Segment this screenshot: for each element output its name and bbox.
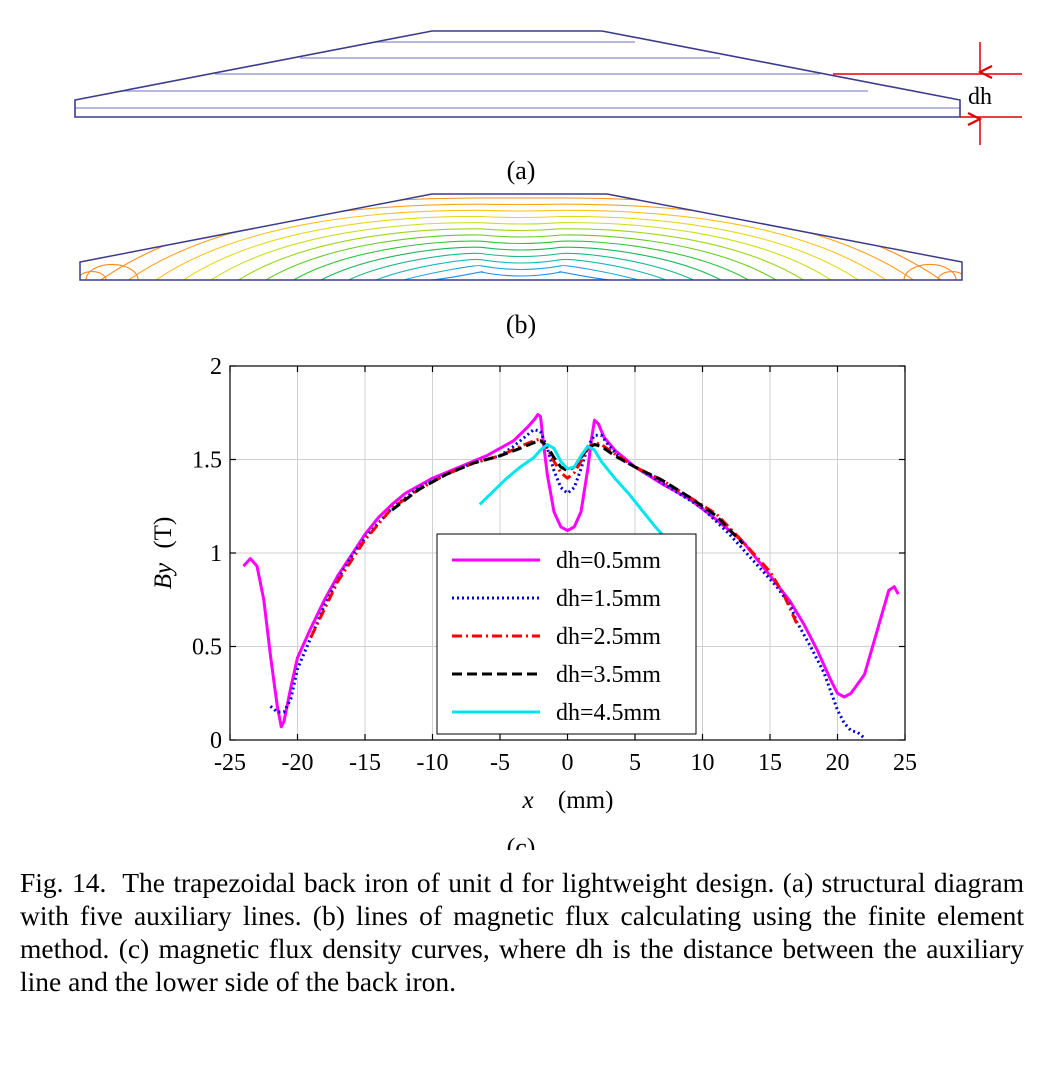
flux-contour bbox=[375, 258, 667, 280]
flux-corner-loop bbox=[80, 271, 107, 280]
legend-label-2: dh=1.5mm bbox=[556, 586, 661, 612]
x-tick-label: 0 bbox=[562, 750, 574, 776]
flux-contour-lines bbox=[80, 197, 962, 280]
y-axis-variable: By bbox=[150, 562, 177, 589]
x-tick-label: -5 bbox=[490, 750, 510, 776]
legend: dh=0.5mm dh=1.5mm dh=2.5mm dh=3.5mm dh=4.5mm bbox=[436, 533, 697, 735]
figure-caption: Fig. 14. The trapezoidal back iron of un… bbox=[20, 866, 1024, 998]
svg-text:x (mm): x (mm) bbox=[522, 787, 614, 814]
figure-number: Fig. 14. bbox=[20, 867, 107, 898]
flux-corner-loop bbox=[85, 263, 139, 280]
y-tick-label: 1.5 bbox=[192, 448, 222, 474]
flux-contour bbox=[430, 271, 612, 280]
x-tick-label: -25 bbox=[214, 750, 246, 776]
flux-contour bbox=[100, 197, 942, 280]
series-line-4 bbox=[391, 439, 745, 545]
caption-text: The trapezoidal back iron of unit d for … bbox=[20, 867, 1024, 997]
y-axis-label: By (T) bbox=[150, 517, 177, 590]
dh-dimension bbox=[833, 42, 1022, 145]
x-tick-label: 5 bbox=[629, 750, 641, 776]
flux-corner-loop bbox=[903, 263, 957, 280]
dh-dimension-label: dh bbox=[968, 84, 992, 110]
flux-contour bbox=[403, 265, 639, 280]
legend-label-3: dh=2.5mm bbox=[556, 624, 661, 650]
y-axis-unit: (T) bbox=[150, 517, 177, 549]
y-tick-label: 2 bbox=[210, 354, 222, 380]
flux-contour bbox=[155, 209, 887, 280]
svg-text:By (T): By (T) bbox=[150, 517, 177, 590]
x-axis-label: x (mm) bbox=[522, 787, 614, 814]
flux-contour bbox=[210, 222, 832, 280]
panel-b-label: (b) bbox=[506, 310, 536, 339]
x-tick-label: 20 bbox=[826, 750, 850, 776]
legend-label-1: dh=0.5mm bbox=[556, 548, 661, 574]
flux-contour bbox=[320, 246, 722, 280]
panel-a-label: (a) bbox=[507, 156, 536, 185]
y-tick-label: 0 bbox=[210, 728, 222, 754]
x-axis-unit: (mm) bbox=[558, 787, 614, 814]
panel-b-flux-plot bbox=[79, 193, 963, 281]
chart-series bbox=[242, 413, 900, 740]
legend-label-4: dh=3.5mm bbox=[556, 662, 661, 688]
legend-label-5: dh=4.5mm bbox=[556, 700, 661, 726]
series-line-5 bbox=[478, 443, 664, 536]
flux-contour bbox=[238, 228, 804, 280]
y-tick-label: 1 bbox=[210, 541, 222, 567]
flux-contour bbox=[348, 252, 694, 280]
flux-contour bbox=[293, 240, 749, 280]
x-tick-label: -10 bbox=[417, 750, 449, 776]
x-tick-label: 15 bbox=[758, 750, 782, 776]
flux-domain-outline bbox=[79, 193, 963, 281]
flux-contour bbox=[183, 215, 859, 280]
series-line-1 bbox=[242, 413, 900, 729]
x-tick-label: 25 bbox=[893, 750, 917, 776]
flux-contour bbox=[265, 234, 777, 280]
figure-14: dh (a) (b) -25 -20 -15 -10 -5 0 5 10 15 20 25 0 0.5 1… bbox=[74, 30, 1022, 850]
panel-c-chart: -25 -20 -15 -10 -5 0 5 10 15 20 25 0 0.5 1 1.5 2 dh=0.5… bbox=[150, 354, 917, 814]
legend-box bbox=[436, 533, 697, 735]
panel-a-structure bbox=[74, 30, 961, 118]
panel-c-label: (c) bbox=[507, 833, 536, 850]
flux-contour bbox=[128, 203, 914, 280]
auxiliary-lines bbox=[75, 41, 960, 109]
y-tick-label: 0.5 bbox=[192, 635, 222, 661]
x-tick-label: -20 bbox=[282, 750, 314, 776]
x-axis-variable: x bbox=[522, 787, 534, 814]
x-tick-label: 10 bbox=[691, 750, 715, 776]
back-iron-outline bbox=[74, 30, 961, 118]
chart-ticks: -25 -20 -15 -10 -5 0 5 10 15 20 25 0 0.5 1 1.5 2 bbox=[192, 354, 917, 776]
x-tick-label: -15 bbox=[349, 750, 381, 776]
